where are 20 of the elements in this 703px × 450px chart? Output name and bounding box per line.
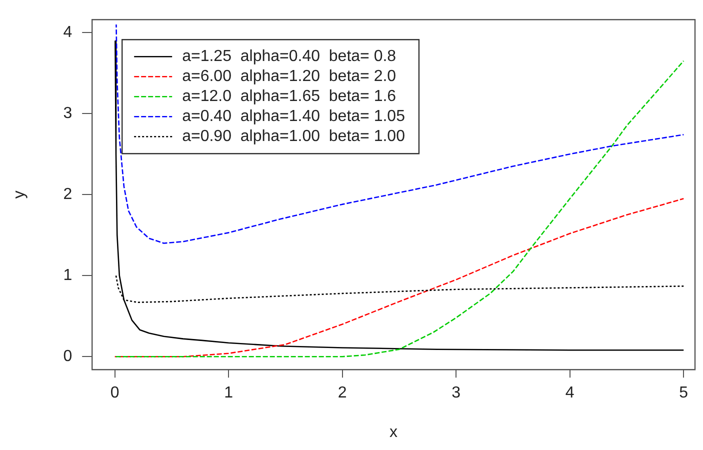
legend-label: a=0.90 alpha=1.00 beta= 1.00: [182, 128, 406, 146]
y-tick-label: 1: [63, 267, 72, 284]
x-tick-label: 1: [224, 384, 234, 402]
x-tick-label: 5: [679, 384, 688, 402]
x-tick-label: 3: [452, 384, 461, 402]
x-tick-label: 4: [565, 384, 574, 402]
line-series: [116, 24, 684, 244]
y-tick-label: 3: [63, 104, 72, 122]
legend-label: a=1.25 alpha=0.40 beta= 0.8: [182, 48, 396, 66]
y-axis-title: y: [11, 190, 28, 199]
line-series: [114, 198, 684, 358]
x-axis-title: x: [390, 424, 398, 441]
y-tick-label: 2: [63, 186, 72, 204]
legend-label: a=0.40 alpha=1.40 beta= 1.05: [182, 108, 406, 126]
y-tick-label: 0: [63, 348, 72, 366]
x-tick-label: 2: [338, 384, 347, 402]
legend-label: a=12.0 alpha=1.65 beta= 1.6: [182, 88, 396, 106]
legend-label: a=6.00 alpha=1.20 beta= 2.0: [182, 68, 396, 86]
x-tick-label: 0: [110, 384, 120, 402]
y-tick-label: 4: [63, 24, 72, 41]
